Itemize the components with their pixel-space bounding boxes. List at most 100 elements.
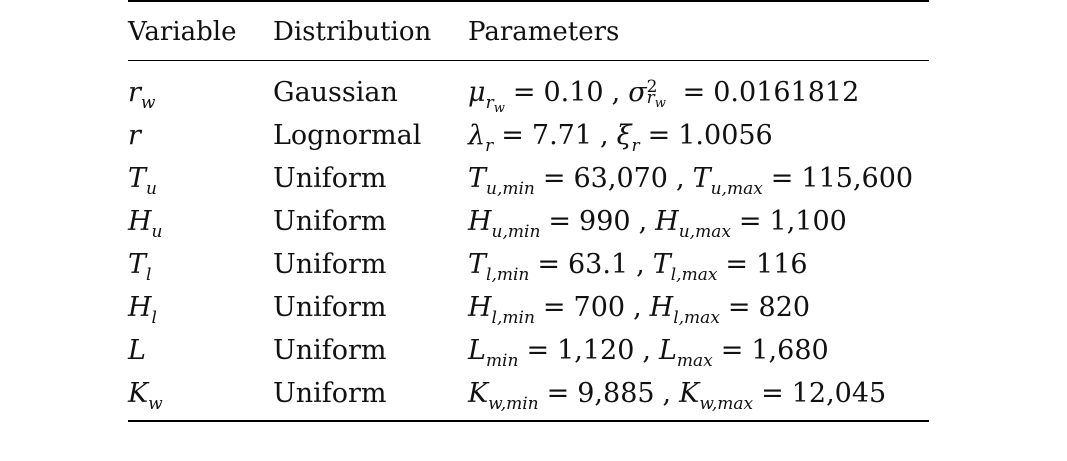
param-second-subscript: max (677, 351, 713, 371)
variable-subscript: l (151, 308, 157, 328)
param-second-value: 1.0056 (678, 120, 773, 151)
distribution-cell: Lognormal (273, 120, 422, 151)
param-first: Kw,min = 9,885 (468, 378, 655, 413)
param-first-symbol: μ (468, 77, 486, 108)
distribution-cell: Uniform (273, 335, 387, 366)
table-row: Hu Uniform Hu,min = 990, Hu,max = 1,100 (128, 204, 929, 247)
param-first-subscript-text: min (485, 351, 519, 371)
distribution-cell: Uniform (273, 378, 387, 409)
parameters-cell: Hu,min = 990, Hu,max = 1,100 (468, 204, 847, 242)
param-second-subsubscript: w (654, 96, 666, 111)
param-first-symbol: T (468, 249, 487, 280)
variable-symbol: r (128, 77, 141, 108)
param-first: Tl,min = 63.1 (468, 249, 628, 284)
param-second-value: 0.0161812 (713, 77, 860, 108)
distribution-cell: Uniform (273, 163, 387, 194)
param-first-subscript-text: r (485, 136, 494, 156)
param-separator: , (600, 120, 609, 151)
param-second-value: 820 (758, 292, 811, 323)
param-first-subscript: u,min (486, 179, 535, 199)
param-first-equals: = (501, 120, 524, 151)
param-first: λr = 7.71 (468, 120, 593, 155)
variable-cell: Kw (128, 376, 163, 414)
param-first-subscript: l,min (486, 265, 529, 285)
param-separator: , (636, 249, 645, 280)
param-first: Hl,min = 700 (468, 292, 626, 327)
param-second-equals: = (720, 335, 744, 366)
variable-cell: rw (128, 75, 156, 113)
parameters-cell: Tu,min = 63,070, Tu,max = 115,600 (468, 161, 914, 199)
param-first-equals: = (537, 249, 560, 280)
param-first-subscript: l,min (492, 308, 535, 328)
param-second-equals: = (770, 163, 794, 194)
variable-cell: Tl (128, 247, 152, 285)
param-second-subscript: u,max (679, 222, 731, 242)
param-first-value: 700 (573, 292, 626, 323)
table-row: L Uniform Lmin = 1,120, Lmax = 1,680 (128, 333, 929, 376)
param-second-superscript: 2 (646, 77, 658, 97)
param-second-symbol: σ (628, 77, 647, 108)
param-first-symbol: L (468, 335, 486, 366)
param-first-subscript-text: u,min (491, 222, 541, 242)
param-second-value: 12,045 (791, 378, 887, 409)
param-second: Tu,max = 115,600 (692, 163, 914, 198)
distribution-cell: Uniform (273, 206, 387, 237)
table-row: r Lognormal λr = 7.71, ξr = 1.0056 (128, 118, 929, 161)
param-first-equals: = (546, 378, 570, 409)
param-first: μrw = 0.10 (468, 77, 604, 115)
table-top-rule (128, 0, 929, 2)
param-first-equals: = (542, 292, 566, 323)
param-first-equals: = (512, 77, 536, 108)
param-second-equals: = (725, 249, 749, 280)
param-first-value: 63,070 (573, 163, 668, 194)
variable-symbol: T (128, 249, 147, 280)
parameters-cell: λr = 7.71, ξr = 1.0056 (468, 118, 773, 156)
param-first-subscript-text: l,min (486, 265, 530, 285)
table-bottom-rule (128, 420, 929, 422)
param-first-subscript-text: r (485, 93, 494, 113)
param-first-subscript: r (485, 136, 493, 156)
table-header-rule (128, 60, 929, 62)
param-first-subscript-text: w,min (488, 394, 539, 414)
param-second-symbol: K (679, 378, 700, 409)
param-first-equals: = (548, 206, 572, 237)
param-second: Tl,max = 116 (653, 249, 808, 284)
param-second-equals: = (647, 120, 671, 151)
param-first-subscript: rw (485, 93, 505, 116)
variable-symbol: T (128, 163, 147, 194)
param-first-subscript: min (486, 351, 519, 371)
param-first-symbol: K (468, 378, 489, 409)
param-second-subscript: l,max (671, 265, 718, 285)
variable-subscript: w (148, 394, 163, 414)
variable-subscript: l (146, 265, 152, 285)
param-separator: , (638, 206, 648, 237)
param-first-subscript-text: u,min (486, 179, 535, 199)
param-second-equals: = (761, 378, 784, 409)
variable-subscript: w (140, 93, 156, 113)
param-second-subscript-text: r (631, 136, 640, 156)
param-first-value: 990 (579, 206, 631, 237)
param-second-subscript: r (631, 136, 639, 156)
param-second: Hu,max = 1,100 (655, 206, 847, 241)
param-second-subscript-text: l,max (673, 308, 720, 328)
variable-symbol: r (128, 120, 141, 151)
param-second: Kw,max = 12,045 (679, 378, 887, 413)
table-row: rw Gaussian μrw= 0.10, σ 2 rw = 0.0161812 (128, 75, 929, 118)
table-row: Hl Uniform Hl,min = 700, Hl,max = 820 (128, 290, 929, 333)
param-second-subscript: u,max (711, 179, 763, 199)
parameters-cell: μrw= 0.10, σ 2 rw = 0.0161812 (468, 75, 860, 115)
param-second-symbol: T (692, 163, 711, 194)
table-row: Tl Uniform Tl,min = 63.1, Tl,max = 116 (128, 247, 929, 290)
header-parameters: Parameters (468, 17, 620, 47)
distribution-cell: Uniform (273, 292, 387, 323)
param-first-value: 7.71 (531, 120, 593, 151)
param-second-subscript: rw (647, 89, 666, 110)
param-second-subscript-text: u,max (678, 222, 731, 242)
variable-subscript: u (146, 179, 157, 199)
param-second-symbol: ξ (616, 120, 632, 151)
param-separator: , (662, 378, 672, 409)
param-first-equals: = (542, 163, 566, 194)
param-first: Lmin = 1,120 (468, 335, 634, 370)
param-first-symbol: H (468, 206, 492, 237)
param-first-value: 9,885 (577, 378, 655, 409)
